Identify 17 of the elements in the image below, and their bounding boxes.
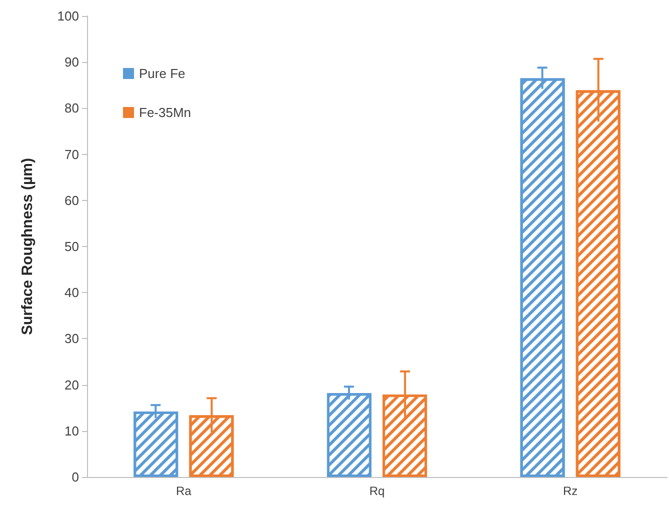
y-axis-title: Surface Roughness (µm) xyxy=(19,158,36,336)
legend-label: Pure Fe xyxy=(139,66,186,81)
y-tick-label: 70 xyxy=(64,146,79,162)
y-tick-label: 80 xyxy=(64,100,79,116)
y-tick-label: 100 xyxy=(57,8,79,24)
y-tick-label: 90 xyxy=(64,54,79,70)
y-tick-label: 0 xyxy=(72,470,79,484)
y-tick-label: 50 xyxy=(64,239,79,254)
legend-label: Fe-35Mn xyxy=(139,105,192,120)
x-tick-label: Rz xyxy=(562,484,578,498)
y-tick-label: 60 xyxy=(64,192,79,208)
y-tick-label: 40 xyxy=(64,285,79,300)
y-tick-label: 30 xyxy=(64,331,79,346)
y-tick-label: 20 xyxy=(64,377,79,392)
x-tick-label: Ra xyxy=(176,484,192,498)
y-tick-label: 10 xyxy=(64,423,79,438)
x-tick-label: Rq xyxy=(369,484,385,498)
